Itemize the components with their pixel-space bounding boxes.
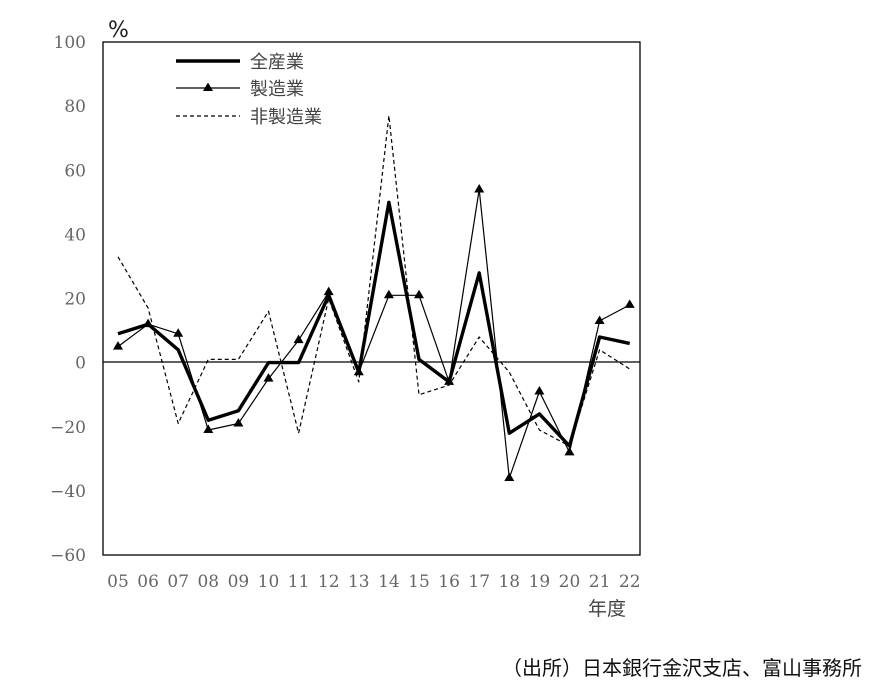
y-tick-label: 80 xyxy=(64,97,86,117)
series-line-non-manufacturing xyxy=(117,115,631,447)
legend: 全産業 製造業 非製造業 xyxy=(176,52,322,128)
x-tick-label: 06 xyxy=(137,572,159,592)
y-tick-label: 100 xyxy=(54,33,86,53)
y-tick-label: 40 xyxy=(64,225,86,245)
x-tick-label: 21 xyxy=(589,572,611,592)
x-tick-label: 08 xyxy=(197,572,219,592)
data-point-marker xyxy=(293,334,304,344)
data-point-marker xyxy=(624,299,635,308)
x-tick-label: 14 xyxy=(378,572,400,592)
x-tick-label: 11 xyxy=(288,572,310,592)
x-tick-label: 05 xyxy=(107,572,129,592)
y-tick-label: 20 xyxy=(64,290,86,310)
y-tick-label: 0 xyxy=(75,354,86,374)
data-point-marker xyxy=(113,341,123,350)
x-axis-label: 年度 xyxy=(588,598,626,620)
y-tick-label: −20 xyxy=(50,418,86,438)
x-tick-label: 10 xyxy=(258,572,280,592)
data-point-marker xyxy=(263,373,274,382)
x-tick-label: 09 xyxy=(228,572,250,592)
data-point-marker xyxy=(203,424,214,433)
data-point-marker xyxy=(534,385,545,395)
x-tick-label: 22 xyxy=(619,572,641,592)
x-tick-label: 18 xyxy=(498,572,520,592)
x-tick-label: 13 xyxy=(348,572,370,592)
series-line-all-industries xyxy=(117,200,631,448)
x-tick-label: 16 xyxy=(438,572,460,592)
legend-item-manufacturing: 製造業 xyxy=(176,79,304,100)
y-axis-ticks: 100 80 60 40 20 0 −20 −40 −60 xyxy=(50,33,86,566)
y-tick-label: −40 xyxy=(50,482,86,502)
x-tick-label: 07 xyxy=(167,572,189,592)
data-point-marker xyxy=(173,328,184,337)
x-tick-label: 12 xyxy=(318,572,340,592)
legend-label: 全産業 xyxy=(250,52,304,73)
y-tick-label: −60 xyxy=(50,546,86,566)
y-tick-label: 60 xyxy=(64,161,86,181)
series-line-manufacturing xyxy=(117,188,630,479)
x-tick-label: 17 xyxy=(468,572,490,592)
data-point-marker xyxy=(504,472,515,482)
legend-marker-triangle xyxy=(203,82,213,91)
data-point-marker xyxy=(383,289,394,299)
legend-label: 非製造業 xyxy=(250,107,322,128)
x-tick-label: 15 xyxy=(408,572,430,592)
source-note: （出所）日本銀行金沢支店、富山事務所 xyxy=(502,656,862,680)
x-tick-label: 19 xyxy=(529,572,551,592)
data-point-marker xyxy=(564,446,575,456)
legend-label: 製造業 xyxy=(250,79,304,100)
data-point-marker xyxy=(323,286,334,296)
data-point-marker xyxy=(233,418,244,427)
x-tick-label: 20 xyxy=(559,572,581,592)
legend-item-non-manufacturing: 非製造業 xyxy=(176,107,322,128)
x-axis-ticks: 05 06 07 08 09 10 11 12 13 14 15 16 17 18 19 20 21 22 xyxy=(107,572,640,592)
plot-area xyxy=(102,41,641,556)
y-unit-label: % xyxy=(108,18,129,43)
legend-item-all-industries: 全産業 xyxy=(176,52,304,73)
data-point-marker xyxy=(474,183,485,193)
series-layer xyxy=(113,115,635,482)
data-point-marker xyxy=(414,289,424,299)
data-point-marker xyxy=(594,315,605,324)
